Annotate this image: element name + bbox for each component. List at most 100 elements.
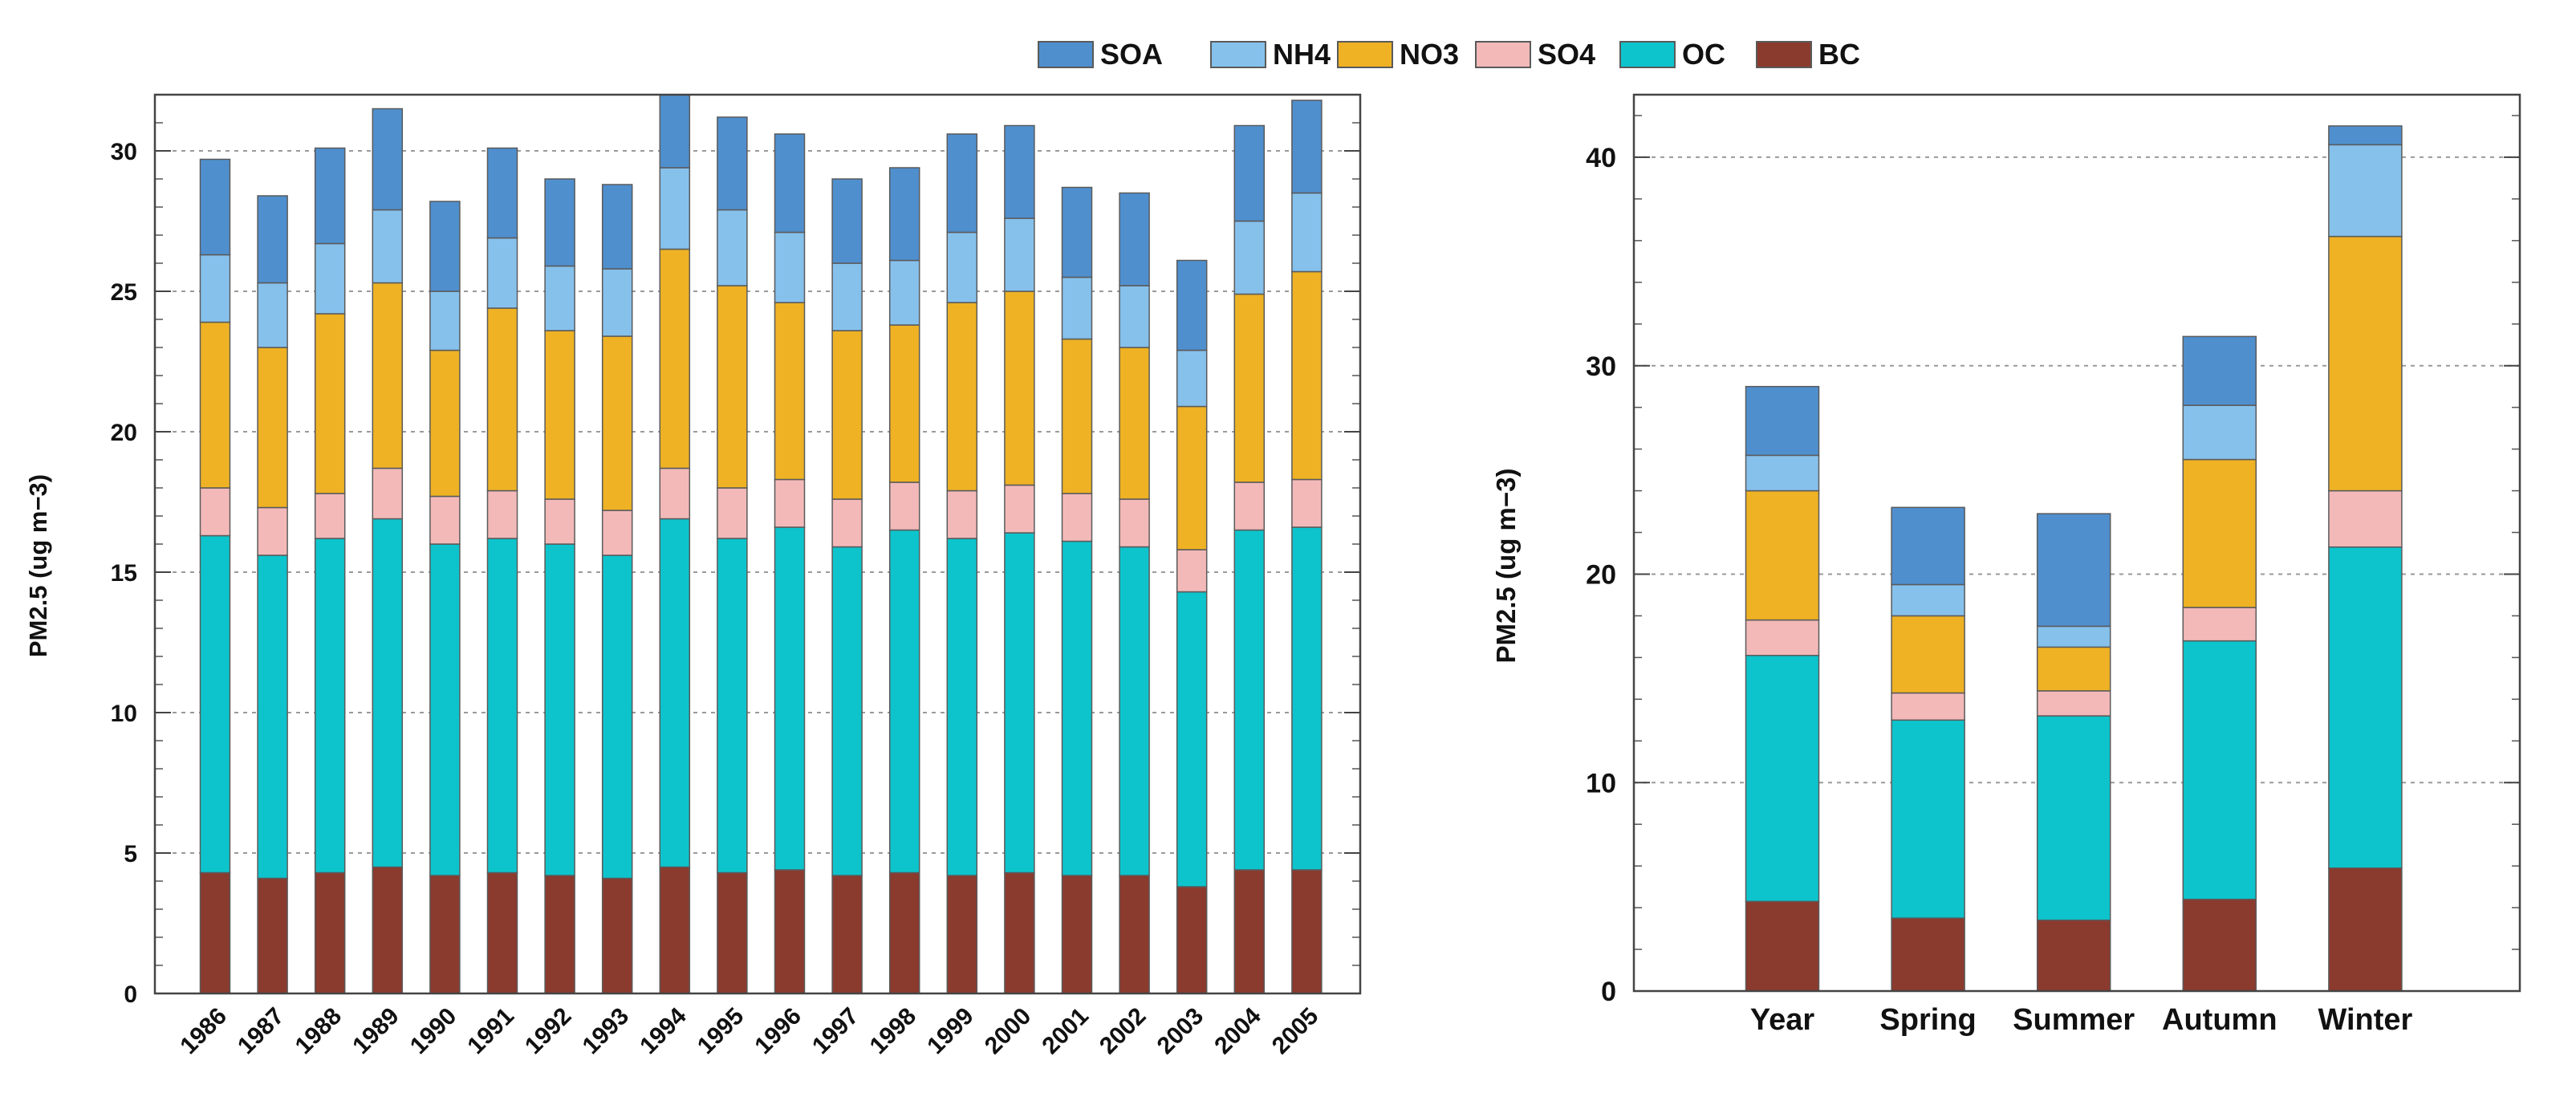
annual-plot-area xyxy=(155,95,1360,993)
annual-bar-nh4-1988 xyxy=(314,242,346,315)
annual-frame xyxy=(153,93,1362,995)
season-xtick-label: Year xyxy=(1750,1003,1815,1037)
annual-bar-so4-1994 xyxy=(659,467,691,520)
annual-xtick-label: 1990 xyxy=(405,1003,462,1060)
season-bar-bc-winter xyxy=(2328,867,2403,992)
season-ylabel: PM2.5 (ug m−3) xyxy=(1491,469,1521,664)
annual-bar-no3-2000 xyxy=(1004,290,1035,486)
annual-bar-bc-1999 xyxy=(946,875,978,994)
annual-bar-soa-1987 xyxy=(257,195,288,284)
annual-ytick-label: 25 xyxy=(111,279,137,306)
annual-bar-so4-2002 xyxy=(1119,498,1150,548)
annual-bar-no3-2005 xyxy=(1291,270,1323,481)
annual-bar-no3-1998 xyxy=(888,324,920,483)
legend-item-nh4: NH4 xyxy=(1210,30,1331,79)
annual-bar-nh4-1999 xyxy=(946,231,978,303)
season-ytick-label: 0 xyxy=(1601,977,1616,1007)
legend-swatch-soa xyxy=(1038,41,1094,68)
annual-ylabel: PM2.5 (ug m−3) xyxy=(24,474,52,657)
annual-bar-bc-1993 xyxy=(601,877,633,994)
annual-bar-no3-1990 xyxy=(429,349,461,498)
annual-bar-soa-2001 xyxy=(1061,186,1093,278)
annual-bar-bc-2002 xyxy=(1119,875,1150,994)
annual-bar-so4-1998 xyxy=(888,481,920,531)
season-ytick-label: 30 xyxy=(1586,351,1616,382)
annual-bar-so4-1987 xyxy=(257,506,288,556)
annual-bar-so4-2005 xyxy=(1291,478,1323,528)
annual-bar-so4-1995 xyxy=(717,487,748,539)
season-bar-no3-autumn xyxy=(2182,458,2257,608)
annual-xtick-label: 1998 xyxy=(865,1003,922,1060)
annual-bar-no3-1996 xyxy=(774,302,806,481)
legend-item-oc: OC xyxy=(1619,30,1725,79)
annual-bar-oc-2003 xyxy=(1176,591,1208,888)
annual-bar-so4-1996 xyxy=(774,478,806,528)
season-xtick-label: Spring xyxy=(1879,1003,1976,1037)
annual-xtick-label: 2004 xyxy=(1209,1002,1266,1059)
annual-bar-so4-2003 xyxy=(1176,549,1208,593)
annual-bar-soa-1998 xyxy=(888,167,920,262)
annual-bar-soa-2002 xyxy=(1119,192,1150,286)
annual-bar-no3-2001 xyxy=(1061,338,1093,494)
annual-bar-soa-1991 xyxy=(486,147,518,239)
season-xtick-label: Winter xyxy=(2318,1003,2412,1037)
season-bar-so4-summer xyxy=(2036,690,2111,717)
annual-bar-so4-1989 xyxy=(372,467,404,520)
annual-xtick-label: 2005 xyxy=(1267,1003,1324,1060)
annual-bar-soa-1993 xyxy=(601,184,633,270)
annual-bar-nh4-1991 xyxy=(486,237,518,309)
legend-item-so4: SO4 xyxy=(1475,30,1595,79)
annual-bar-so4-1988 xyxy=(314,493,346,539)
annual-bar-oc-1994 xyxy=(659,518,691,868)
annual-bar-nh4-1989 xyxy=(372,209,404,284)
annual-bar-oc-1998 xyxy=(888,529,920,874)
annual-bar-bc-1994 xyxy=(659,866,691,994)
annual-bar-soa-1994 xyxy=(659,94,691,169)
annual-bar-bc-1991 xyxy=(486,871,518,994)
annual-bar-so4-1997 xyxy=(831,498,863,548)
annual-bar-no3-1999 xyxy=(946,302,978,492)
annual-bar-bc-1996 xyxy=(774,869,806,994)
annual-bar-oc-1993 xyxy=(601,555,633,880)
annual-bar-no3-1988 xyxy=(314,313,346,494)
season-ytick-label: 40 xyxy=(1586,143,1616,173)
season-bar-soa-year xyxy=(1745,385,1820,457)
legend-item-no3: NO3 xyxy=(1337,30,1459,79)
season-bar-oc-year xyxy=(1745,655,1820,903)
legend-label-no3: NO3 xyxy=(1400,38,1460,71)
annual-xtick-label: 2003 xyxy=(1152,1003,1209,1060)
annual-bar-bc-2000 xyxy=(1004,871,1035,994)
annual-xtick-label: 2002 xyxy=(1095,1003,1152,1060)
annual-bar-so4-1992 xyxy=(544,498,575,545)
season-bar-oc-winter xyxy=(2328,546,2403,869)
annual-bar-no3-2004 xyxy=(1233,293,1266,483)
annual-bar-bc-2003 xyxy=(1176,886,1208,994)
annual-bar-bc-2005 xyxy=(1291,869,1323,994)
annual-xtick-label: 1989 xyxy=(347,1003,404,1060)
legend-label-soa: SOA xyxy=(1100,38,1164,71)
season-bar-bc-spring xyxy=(1891,917,1965,992)
annual-bar-no3-1987 xyxy=(257,347,288,509)
annual-bar-no3-1989 xyxy=(372,282,404,469)
legend-label-nh4: NH4 xyxy=(1273,38,1331,71)
season-bar-nh4-summer xyxy=(2036,625,2111,648)
annual-bar-nh4-2005 xyxy=(1291,192,1323,273)
annual-bar-oc-1991 xyxy=(486,538,518,874)
legend-item-bc: BC xyxy=(1756,30,1860,79)
annual-bar-oc-2002 xyxy=(1119,546,1150,876)
annual-bar-nh4-1994 xyxy=(659,167,691,250)
annual-bar-bc-2001 xyxy=(1061,875,1093,994)
annual-bar-nh4-1992 xyxy=(544,265,575,331)
legend-label-bc: BC xyxy=(1818,38,1860,71)
season-bar-no3-year xyxy=(1745,490,1820,621)
legend-label-so4: SO4 xyxy=(1538,38,1596,71)
annual-bar-soa-1992 xyxy=(544,178,575,267)
season-chart: 0 10 20 30 40 Year Spring Summer Autumn Winter PM2… xyxy=(1491,93,2521,1037)
annual-bar-so4-2004 xyxy=(1233,481,1266,531)
annual-bar-nh4-2001 xyxy=(1061,276,1093,340)
annual-xtick-label: 1999 xyxy=(922,1003,979,1060)
annual-bar-nh4-1986 xyxy=(199,254,231,323)
season-bar-bc-year xyxy=(1745,900,1820,992)
